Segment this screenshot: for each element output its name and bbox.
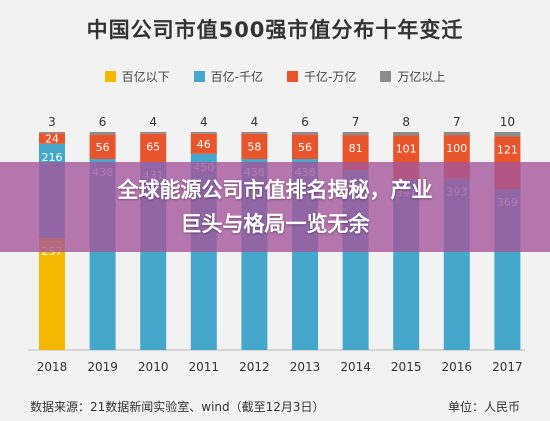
data-label: 56 — [298, 141, 312, 154]
bar-segment — [393, 132, 420, 136]
data-label: 100 — [446, 142, 467, 155]
data-label: 46 — [197, 138, 211, 151]
bar-segment — [190, 133, 217, 154]
unit-label: 单位：人民币 — [447, 400, 520, 414]
x-tick-label: 2019 — [87, 360, 118, 374]
legend-swatch — [104, 71, 116, 82]
legend-item: 万亿以上 — [380, 68, 445, 85]
x-tick-label: 2018 — [37, 360, 68, 374]
bar-segment — [89, 132, 116, 135]
data-source: 数据来源：21数据新闻实验室、wind（截至12月3日） — [30, 400, 325, 414]
legend-label: 百亿以下 — [121, 70, 170, 84]
data-label: 24 — [45, 133, 59, 146]
overlay-headline-line2: 巨头与格局一览无余 — [180, 212, 370, 236]
data-label-top: 4 — [200, 115, 208, 129]
legend-swatch — [193, 71, 205, 82]
overlay-headline-line1: 全球能源公司市值排名揭秘，产业 — [117, 178, 433, 202]
data-label: 101 — [396, 142, 417, 155]
bar-segment — [241, 132, 268, 134]
legend-swatch — [380, 71, 392, 82]
chart-title: 中国公司市值500强市值分布十年变迁 — [86, 18, 464, 42]
bar-segment — [494, 132, 521, 137]
bar-segment — [190, 132, 217, 134]
overlay-banner: 全球能源公司市值排名揭秘，产业 巨头与格局一览无余 — [0, 162, 550, 252]
x-tick-label: 2016 — [442, 360, 473, 374]
bar-segment — [443, 132, 470, 136]
bar-segment — [39, 133, 65, 144]
legend-label: 万亿以上 — [397, 70, 446, 84]
legend-label: 百亿-千亿 — [210, 70, 263, 84]
data-label: 81 — [349, 142, 363, 155]
data-label-top: 10 — [500, 115, 515, 129]
legend-item: 百亿以下 — [104, 68, 170, 85]
x-tick-label: 2013 — [290, 360, 321, 374]
bar-segment — [140, 133, 167, 163]
data-label: 58 — [247, 140, 261, 153]
x-tick-label: 2017 — [492, 360, 523, 374]
data-label: 121 — [497, 143, 518, 156]
bar-segment — [39, 132, 65, 134]
legend-label: 千亿-万亿 — [304, 70, 357, 84]
data-label-top: 8 — [402, 115, 410, 129]
data-label: 56 — [96, 141, 110, 154]
data-label-top: 3 — [48, 115, 56, 129]
legend-item: 百亿-千亿 — [193, 68, 263, 85]
bar-segment — [292, 132, 318, 135]
x-tick-label: 2014 — [340, 360, 371, 374]
bar-segment — [342, 132, 369, 136]
bar-segment — [292, 134, 318, 160]
x-tick-label: 2012 — [239, 360, 270, 374]
legend-swatch — [287, 71, 298, 82]
data-label-top: 6 — [99, 115, 107, 129]
bar-segment — [39, 237, 65, 350]
data-label-top: 4 — [149, 115, 157, 129]
data-label-top: 7 — [352, 115, 360, 129]
data-label-top: 4 — [251, 115, 259, 129]
data-label: 216 — [42, 151, 63, 164]
data-label-top: 6 — [301, 115, 309, 129]
bar-segment — [89, 134, 116, 160]
bar-segment — [140, 132, 167, 134]
data-label-top: 7 — [453, 115, 461, 129]
bar-segment — [241, 133, 268, 160]
x-tick-label: 2011 — [189, 360, 220, 374]
x-tick-label: 2015 — [391, 360, 422, 374]
data-label: 65 — [146, 141, 160, 154]
legend: 百亿以下 百亿-千亿 千亿-万亿 万亿以上 — [0, 68, 550, 85]
legend-item: 千亿-万亿 — [287, 68, 356, 85]
x-tick-label: 2010 — [138, 360, 169, 374]
